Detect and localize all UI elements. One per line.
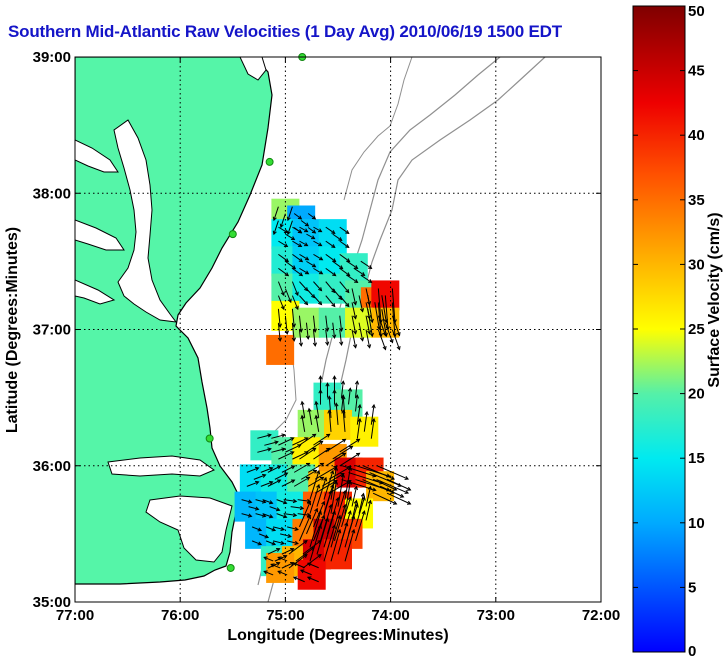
colorbar-tick-label: 0 [688, 643, 696, 659]
radar-station [265, 157, 274, 166]
velocity-arrow [351, 315, 372, 349]
x-tick-label: 74:00 [371, 607, 409, 624]
chart-title: Southern Mid-Atlantic Raw Velocities (1 … [8, 22, 562, 41]
velocity-arrow [346, 260, 373, 283]
velocity-arrow [298, 500, 326, 542]
velocity-arrow [277, 281, 299, 311]
velocity-arrow [325, 315, 344, 347]
radar-station [226, 563, 235, 572]
velocity-arrow [327, 395, 346, 432]
y-tick-label: 35:00 [33, 594, 71, 611]
velocity-arrow [325, 226, 350, 249]
x-tick-label: 77:00 [56, 607, 94, 624]
y-axis-ticks: 39:00 38:00 37:00 36:00 35:00 [33, 49, 601, 611]
colorbar-tick-label: 20 [688, 386, 705, 403]
velocity-arrow [318, 375, 337, 405]
x-axis-ticks: 77:00 76:00 75:00 74:00 73:00 72:00 [56, 57, 620, 624]
colorbar [632, 5, 686, 653]
pamlico-sound [145, 495, 233, 563]
velocity-arrow [278, 226, 303, 248]
delaware-bay [239, 57, 267, 81]
colorbar-tick-label: 5 [688, 579, 696, 596]
velocity-arrow [325, 438, 361, 467]
x-axis-label: Longitude (Degrees:Minutes) [227, 627, 448, 644]
y-tick-label: 36:00 [33, 458, 71, 475]
colorbar-tick-label: 50 [688, 3, 705, 20]
velocity-arrow [351, 485, 372, 521]
velocity-arrow [263, 556, 288, 576]
colorbar-ticks: 0 5 10 15 20 25 30 35 40 45 50 [633, 3, 705, 659]
velocity-arrow [325, 281, 350, 308]
y-tick-label: 37:00 [33, 322, 71, 339]
velocity-arrow [356, 403, 376, 439]
x-tick-label: 73:00 [477, 607, 515, 624]
velocity-arrows [241, 206, 412, 583]
colorbar-tick-label: 25 [688, 321, 705, 338]
colorbar-tick-label: 45 [688, 63, 705, 80]
x-tick-label: 72:00 [582, 607, 620, 624]
velocity-arrow [272, 206, 293, 236]
velocity-arrow [277, 308, 297, 342]
chesapeake-bay [113, 119, 178, 323]
y-axis-label: Latitude (Degrees:Minutes) [4, 227, 21, 433]
bathymetry-contour-3 [343, 57, 413, 201]
velocity-arrow [273, 526, 299, 545]
y-tick-label: 39:00 [33, 49, 71, 66]
velocity-arrow [300, 400, 320, 432]
colorbar-tick-label: 10 [688, 515, 705, 532]
x-tick-label: 75:00 [266, 607, 304, 624]
velocity-arrow [298, 315, 318, 347]
velocity-arrow [257, 433, 286, 453]
velocity-arrow [330, 514, 356, 562]
colorbar-label: Surface Velocity (cm/s) [706, 212, 723, 387]
velocity-arrow [278, 253, 304, 277]
velocity-arrow [251, 526, 277, 546]
radar-station [228, 230, 237, 239]
velocity-arrow [299, 281, 323, 306]
bay-inlet-1 [75, 139, 119, 173]
velocity-arrow [246, 466, 274, 487]
colorbar-tick-label: 40 [688, 127, 705, 144]
bay-inlet-2 [75, 219, 125, 251]
velocity-arrow [241, 499, 267, 518]
radar-station [205, 434, 214, 443]
velocity-arrow [362, 465, 410, 494]
velocity-arrow [299, 226, 323, 247]
velocity-arrow [377, 315, 401, 351]
velocity-arrow [292, 562, 319, 583]
y-tick-label: 38:00 [33, 185, 71, 202]
colorbar-tick-label: 30 [688, 256, 705, 273]
velocity-arrow [278, 437, 309, 460]
bay-inlet-3 [75, 279, 116, 305]
velocity-arrow [283, 498, 312, 518]
grid-lines [75, 57, 601, 602]
velocity-arrow [309, 510, 336, 562]
colorbar-tick-label: 15 [688, 450, 705, 467]
velocity-arrow [288, 539, 322, 569]
velocity-arrow [262, 499, 288, 519]
velocity-arrow [299, 253, 324, 275]
velocity-arrow [267, 465, 296, 487]
velocity-arrow [372, 478, 412, 505]
velocity-arrow [299, 433, 331, 460]
colorbar-tick-label: 35 [688, 192, 705, 209]
x-tick-label: 76:00 [161, 607, 199, 624]
